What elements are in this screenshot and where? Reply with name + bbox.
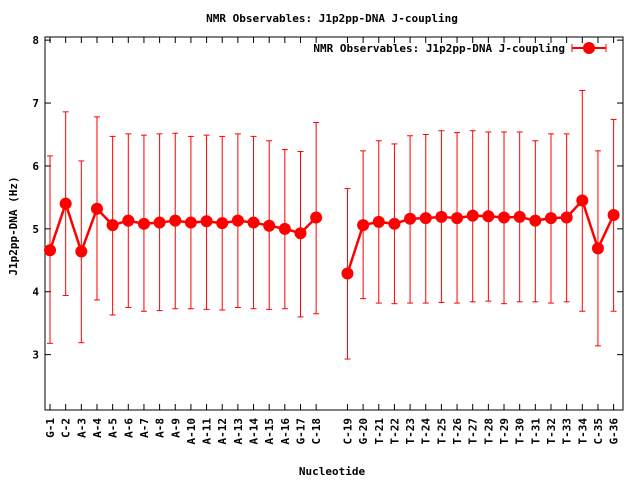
x-tick-label: T-29	[498, 418, 511, 445]
series-line-segment	[346, 198, 615, 274]
y-tick-label: 8	[32, 34, 39, 47]
data-point	[310, 211, 323, 224]
x-tick-label: A-14	[248, 418, 261, 445]
x-tick-label: A-6	[122, 418, 135, 438]
x-tick-label: A-15	[263, 418, 276, 445]
x-tick-label: T-30	[514, 418, 527, 445]
series-points	[44, 194, 620, 280]
x-tick-label: G-1	[44, 418, 57, 438]
x-tick-label: C-35	[592, 418, 605, 445]
data-point	[137, 217, 150, 230]
data-point	[200, 215, 213, 228]
x-tick-label: T-25	[435, 418, 448, 445]
x-tick-label: A-8	[154, 418, 167, 438]
data-point	[560, 211, 573, 224]
data-point	[544, 212, 557, 225]
plot-border	[44, 36, 624, 411]
data-point	[591, 242, 604, 255]
data-point	[75, 245, 88, 258]
series-line	[48, 198, 615, 274]
x-tick-label: A-10	[185, 418, 198, 445]
y-ticks: 3 4 5 6 7 8	[32, 34, 623, 362]
y-tick-label: 3	[32, 349, 39, 362]
data-point	[263, 219, 276, 232]
data-point	[247, 216, 260, 229]
data-point	[513, 210, 526, 223]
x-tick-label: T-22	[388, 418, 401, 445]
data-point	[607, 209, 620, 222]
x-tick-label: A-3	[75, 418, 88, 438]
data-point	[122, 214, 135, 227]
data-point	[576, 194, 589, 207]
x-tick-label: C-18	[310, 418, 323, 445]
data-point	[482, 210, 495, 223]
data-point	[231, 214, 244, 227]
x-tick-label: C-2	[60, 418, 73, 438]
x-tick-label: A-9	[169, 418, 182, 438]
x-tick-label: T-26	[451, 418, 464, 445]
x-tick-label: T-28	[482, 418, 495, 445]
data-point	[341, 267, 354, 280]
data-point	[419, 212, 432, 225]
x-tick-label: A-7	[138, 418, 151, 438]
data-point	[216, 217, 229, 230]
x-axis-label: Nucleotide	[299, 465, 366, 478]
data-point	[498, 211, 511, 224]
x-tick-label: T-21	[373, 418, 386, 445]
data-point	[372, 215, 385, 228]
y-tick-label: 5	[32, 223, 39, 236]
x-tick-label: G-36	[608, 418, 621, 445]
x-tick-label: T-33	[561, 418, 574, 445]
y-axis-label: J1p2pp-DNA (Hz)	[7, 176, 20, 275]
data-point	[184, 216, 197, 229]
x-tick-label: A-5	[107, 418, 120, 438]
data-point	[106, 219, 119, 232]
legend-marker	[583, 42, 595, 54]
x-tick-label: T-31	[529, 418, 542, 445]
data-point	[451, 212, 464, 225]
data-point	[90, 202, 103, 215]
data-point	[44, 244, 57, 257]
data-point	[169, 214, 182, 227]
x-tick-label: T-27	[467, 418, 480, 445]
y-tick-label: 7	[32, 97, 39, 110]
data-point	[404, 212, 417, 225]
x-tick-label: A-12	[216, 418, 229, 445]
x-tick-label: T-24	[420, 418, 433, 445]
x-tick-label: A-11	[201, 418, 214, 445]
data-point	[388, 217, 401, 230]
data-point	[435, 210, 448, 223]
y-tick-label: 6	[32, 160, 39, 173]
data-point	[357, 219, 370, 232]
x-tick-label: C-19	[341, 418, 354, 445]
x-tick-label: A-16	[279, 418, 292, 445]
legend: NMR Observables: J1p2pp-DNA J-coupling	[313, 42, 607, 55]
x-tick-label: A-13	[232, 418, 245, 445]
data-point	[278, 222, 291, 235]
series-line-segment	[48, 199, 318, 256]
x-tick-label: G-17	[294, 418, 307, 445]
data-point	[153, 216, 166, 229]
data-point	[466, 209, 479, 222]
data-point	[59, 197, 72, 210]
data-point	[529, 214, 542, 227]
chart-title: NMR Observables: J1p2pp-DNA J-coupling	[206, 12, 458, 25]
x-tick-label: A-4	[91, 418, 104, 438]
x-tick-label: G-20	[357, 418, 370, 445]
x-tick-label: T-34	[576, 418, 589, 445]
x-ticks: G-1 C-2 A-3 A-4 A-5 A-6 A-7 A-8 A-9 A-10 A-11 A-12 A…	[44, 37, 621, 445]
data-point	[294, 227, 307, 240]
x-tick-label: T-32	[545, 418, 558, 445]
y-tick-label: 4	[32, 286, 39, 299]
legend-label: NMR Observables: J1p2pp-DNA J-coupling	[313, 42, 565, 55]
x-tick-label: T-23	[404, 418, 417, 445]
